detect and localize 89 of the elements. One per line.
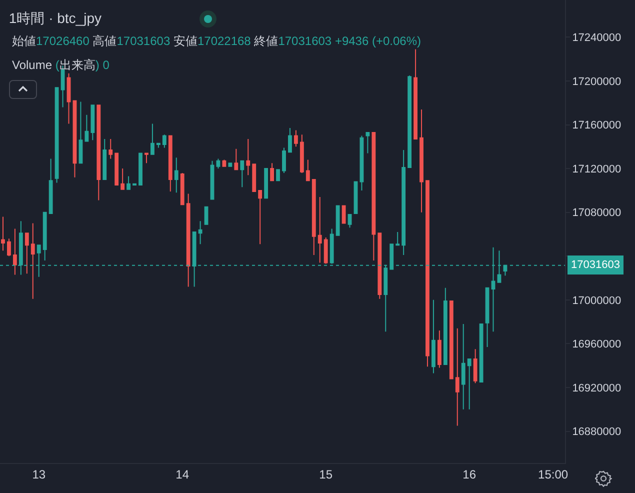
candlestick [420, 108, 424, 213]
candlestick [360, 135, 364, 191]
y-tick-label: 17120000 [572, 163, 622, 176]
x-tick-label: 16 [462, 467, 476, 482]
candlestick [348, 214, 352, 228]
x-tick-label: 13 [32, 467, 46, 482]
candlestick [1, 216, 5, 252]
candlestick [198, 220, 202, 245]
candlestick [282, 147, 286, 174]
candlestick [342, 205, 346, 224]
candlestick [42, 212, 47, 262]
candlestick [84, 114, 89, 142]
candlestick [306, 159, 310, 182]
candlestick [443, 287, 448, 365]
candlestick [72, 100, 77, 178]
candlestick [228, 162, 232, 167]
candlestick [258, 190, 262, 245]
candlestick [396, 232, 400, 246]
candlestick [312, 179, 316, 256]
candlestick [24, 232, 29, 274]
text: 1時間 · btc_jpy [8, 10, 102, 26]
candlestick [402, 149, 406, 256]
candlestick [144, 152, 148, 164]
y-tick-label: 17160000 [572, 120, 622, 132]
candlestick [270, 162, 274, 182]
candlestick [12, 228, 17, 276]
candlestick [78, 101, 83, 164]
candlestick [186, 193, 190, 288]
x-tick-label: 14 [176, 467, 190, 482]
y-tick-label: 16880000 [572, 426, 622, 438]
candlestick [162, 134, 166, 148]
annotation: Volume (出来高) 0 [12, 58, 110, 72]
candlestick [246, 138, 250, 176]
candlestick [180, 172, 184, 206]
y-tick-label: 16960000 [572, 338, 622, 351]
candlestick [276, 169, 280, 182]
candlestick [90, 104, 95, 141]
candlestick [216, 158, 220, 170]
candlestick [336, 205, 340, 236]
candlestick [426, 180, 430, 368]
candlestick [408, 75, 412, 168]
candlestick [473, 348, 478, 384]
y-tick-label: 17240000 [572, 32, 622, 44]
candlestick [372, 132, 376, 262]
candlestick [414, 48, 418, 140]
candlestick [324, 237, 328, 264]
candlestick [366, 132, 370, 154]
candlestick [479, 323, 484, 382]
candlestick [7, 238, 11, 257]
candlestick [54, 87, 59, 184]
candlestick [252, 164, 256, 192]
candlestick [66, 72, 71, 124]
candlestick [461, 323, 466, 410]
x-tick-label: 15 [319, 467, 333, 482]
y-tick-label: 17000000 [572, 294, 622, 307]
candlestick [485, 287, 490, 348]
x-tick-label: 15:00 [538, 467, 568, 482]
candlestick [102, 138, 107, 180]
candlestick [378, 232, 382, 300]
candlestick [240, 160, 244, 188]
candlestick [120, 168, 125, 190]
candlestick [138, 152, 142, 186]
ref-line-label: 17031603 [571, 259, 620, 271]
candlestick [174, 157, 178, 194]
text: 始値17026460 高値17031603 安値17022168 終値17031603 +9436 (+0.06%) [12, 34, 421, 48]
candlestick [432, 299, 436, 374]
candlestick [168, 135, 172, 192]
candlestick [467, 358, 472, 410]
y-tick-label: 16920000 [572, 382, 622, 394]
candlestick [126, 176, 131, 190]
candlestick [96, 104, 101, 201]
candlestick [288, 128, 292, 153]
y-tick-label: 17200000 [572, 76, 622, 88]
candlestick [264, 168, 268, 199]
y-tick-label: 17080000 [572, 207, 622, 220]
candlestick [114, 152, 119, 186]
candlestick [294, 130, 298, 148]
candlestick [437, 330, 442, 368]
candlestick [318, 196, 322, 264]
candlestick [222, 159, 226, 167]
candlestick [108, 138, 113, 160]
candlestick [30, 222, 35, 300]
candlestick [48, 158, 53, 214]
candlestick [234, 148, 238, 170]
candlestick [150, 123, 154, 155]
candlestick [300, 134, 304, 174]
candlestick [156, 142, 160, 148]
candlestick [449, 300, 454, 380]
candlestick [455, 328, 460, 426]
